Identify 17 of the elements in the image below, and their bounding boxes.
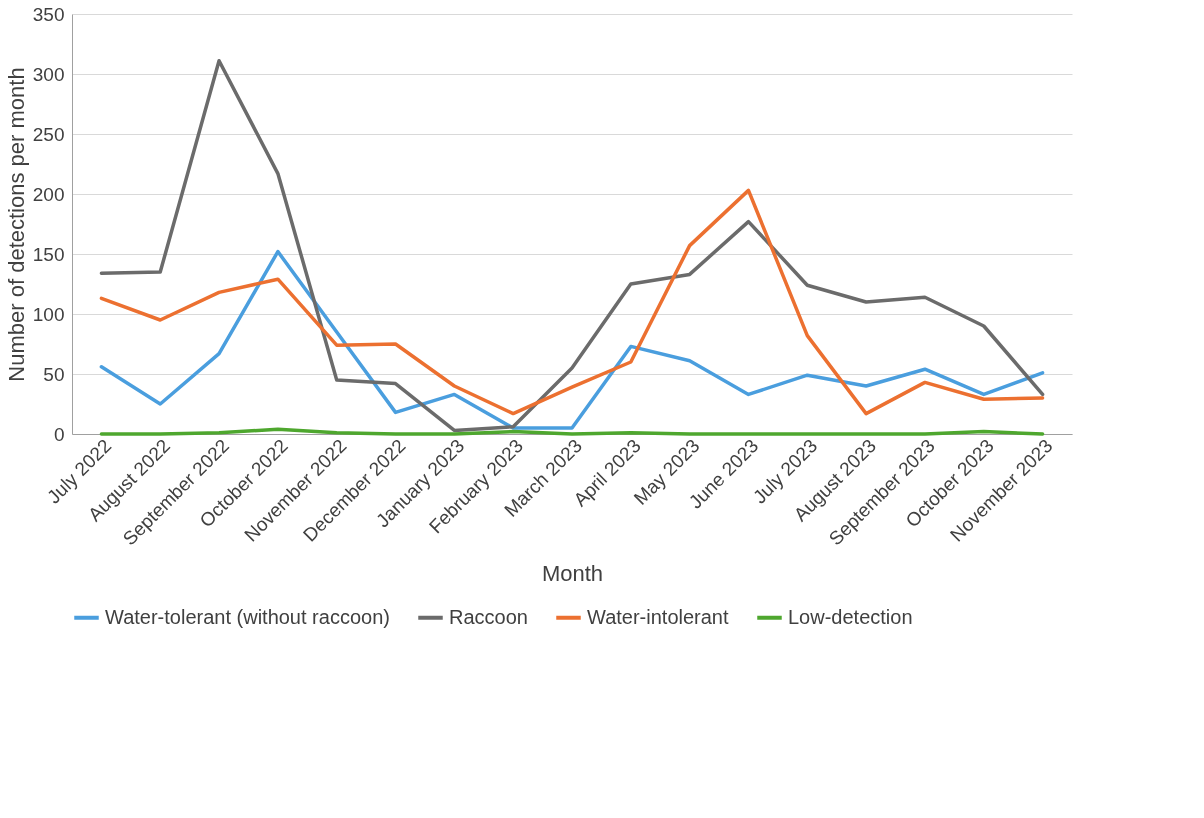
legend-label: Water-tolerant (without raccoon) <box>105 605 390 628</box>
y-axis-title: Number of detections per month <box>3 67 29 382</box>
y-tick-label: 0 <box>53 423 65 445</box>
line-series <box>99 249 1045 430</box>
x-axis-title: Month <box>541 561 604 587</box>
line-series <box>99 59 1045 433</box>
legend-label: Low-detection <box>788 605 913 628</box>
y-tick-label: 350 <box>32 3 65 25</box>
y-tick-label: 250 <box>32 123 65 145</box>
legend-label: Raccoon <box>449 605 528 628</box>
legend-label: Water-intolerant <box>587 605 729 628</box>
line-series <box>99 188 1045 416</box>
y-tick-label: 150 <box>32 243 65 265</box>
y-tick-label: 300 <box>32 63 65 85</box>
y-tick-label: 200 <box>32 183 65 205</box>
y-tick-label: 100 <box>32 303 65 325</box>
y-tick-label: 50 <box>43 363 65 385</box>
